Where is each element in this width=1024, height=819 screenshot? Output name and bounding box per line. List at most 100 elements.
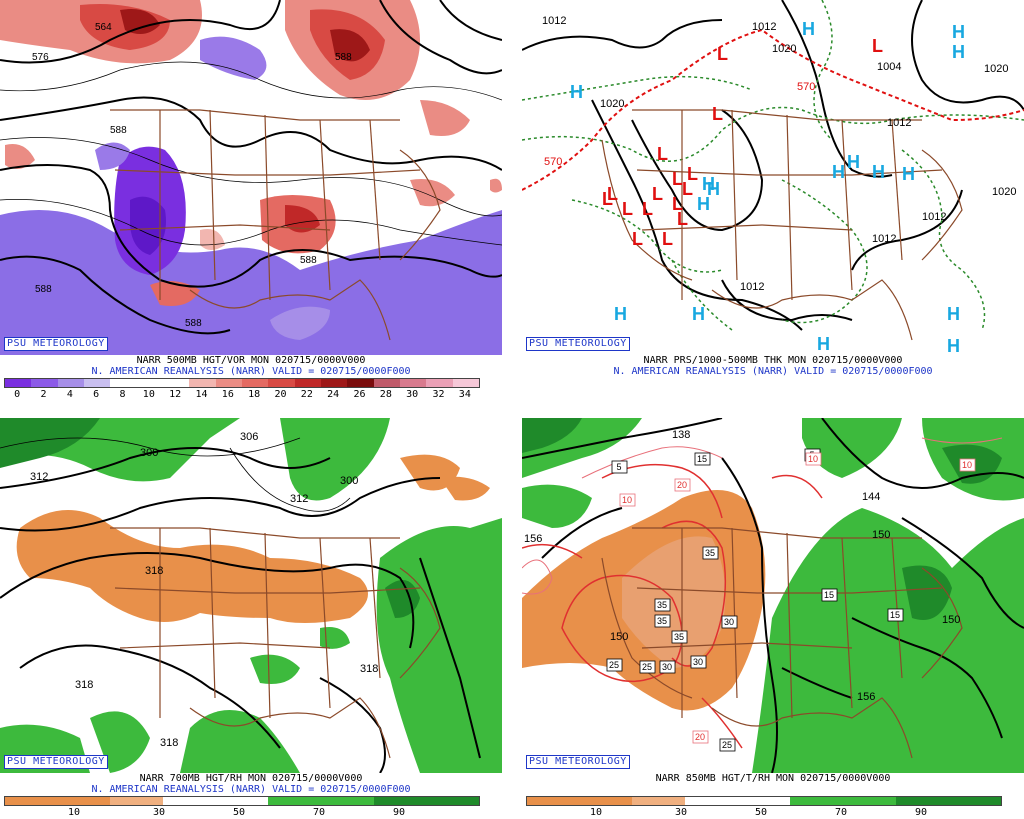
scale-label: 30 xyxy=(152,807,166,818)
contour-label: 312 xyxy=(30,471,48,483)
scale-label: 70 xyxy=(312,807,326,818)
temperature-label-box xyxy=(674,478,691,492)
temperature-label-box xyxy=(659,660,676,674)
rh-color-scale xyxy=(4,796,480,806)
scale-label: 14 xyxy=(195,389,208,400)
scale-swatch xyxy=(110,379,137,387)
scale-swatch xyxy=(162,379,190,387)
panel-500mb-vorticity: 576 564 588 588 588 588 588 PSU METEOROL… xyxy=(0,0,502,400)
temperature-label: 20 xyxy=(695,732,705,742)
state-boundaries xyxy=(110,109,441,341)
scale-label: 8 xyxy=(119,389,126,400)
temperature-label: 35 xyxy=(674,632,684,642)
low-pressure-marker: L xyxy=(652,184,663,204)
rh-color-scale xyxy=(526,796,1002,806)
panel-caption-valid: N. AMERICAN REANALYSIS (NARR) VALID = 02… xyxy=(91,366,411,377)
state-boundaries xyxy=(601,109,963,341)
scale-label: 10 xyxy=(67,807,81,818)
high-pressure-marker: H xyxy=(692,304,705,324)
scale-swatch xyxy=(83,379,111,387)
contour-label: 588 xyxy=(335,52,352,63)
scale-swatch xyxy=(294,379,321,387)
scale-swatch xyxy=(5,379,32,387)
scale-swatch xyxy=(215,379,242,387)
scale-label: 30 xyxy=(674,807,688,818)
temperature-label-box xyxy=(654,614,671,628)
isobar-label: 1012 xyxy=(752,21,776,33)
isobar-label: 1004 xyxy=(877,61,901,73)
temperature-label-box xyxy=(702,546,719,560)
panel-caption-title: NARR 700MB HGT/RH MON 020715/0000V000 xyxy=(139,773,363,784)
panel-caption-valid: N. AMERICAN REANALYSIS (NARR) VALID = 02… xyxy=(91,784,411,795)
scale-label: 10 xyxy=(142,389,155,400)
high-pressure-marker: H xyxy=(802,19,815,39)
temperature-label: 35 xyxy=(657,600,667,610)
scale-label: 6 xyxy=(93,389,100,400)
temperature-label: 25 xyxy=(609,660,619,670)
scale-label: 70 xyxy=(834,807,848,818)
contour-label: 300 xyxy=(140,447,158,459)
temperature-label: 25 xyxy=(722,740,732,750)
panel-caption-title: NARR PRS/1000-500MB THK MON 020715/0000V… xyxy=(643,355,903,366)
temperature-label: 35 xyxy=(657,616,667,626)
temperature-label-box xyxy=(671,630,688,644)
temperature-label: 5 xyxy=(616,462,621,472)
temperature-labels: 51520101053535353035303025251515202510 xyxy=(606,448,976,752)
scale-swatch xyxy=(426,379,453,387)
panel-700mb-rh: 306 300 312 312 300 318 318 318 318 PSU … xyxy=(0,418,502,818)
scale-label: 16 xyxy=(221,389,234,400)
low-pressure-marker: L xyxy=(712,104,723,124)
temperature-label-box xyxy=(694,452,711,466)
isobar-label: 1012 xyxy=(887,117,911,129)
thickness-label: 570 xyxy=(544,156,562,168)
rh-moist-east xyxy=(376,518,502,773)
high-pressure-marker: H xyxy=(847,152,860,172)
thickness-570-line xyxy=(522,28,1024,191)
map-pressure-svg: 1012 1012 1020 1004 1020 1020 1012 1012 … xyxy=(522,0,1024,355)
thickness-label: 570 xyxy=(797,81,815,93)
temperature-label: 10 xyxy=(808,454,818,464)
scale-label: 10 xyxy=(589,807,603,818)
low-pressure-marker: L xyxy=(662,229,673,249)
rh-moist-east xyxy=(752,508,1024,773)
scale-label: 50 xyxy=(232,807,246,818)
high-pressure-marker: H xyxy=(707,179,720,199)
isobar-label: 1012 xyxy=(740,281,764,293)
isobar-label: 1020 xyxy=(984,63,1008,75)
panel-caption-title: NARR 500MB HGT/VOR MON 020715/0000V000 xyxy=(136,355,366,366)
contour-label: 156 xyxy=(857,691,875,703)
low-pressure-marker: L xyxy=(672,194,683,214)
high-pressure-marker: H xyxy=(697,194,710,214)
scale-label: 26 xyxy=(353,389,366,400)
low-pressure-marker: L xyxy=(622,199,633,219)
isobar-label: 1020 xyxy=(992,186,1016,198)
isobar-label: 1012 xyxy=(542,15,566,27)
temperature-label-box xyxy=(690,655,707,669)
low-pressure-marker: L xyxy=(657,144,668,164)
scale-label: 18 xyxy=(248,389,261,400)
temperature-label-box xyxy=(959,458,976,472)
temperature-label-box xyxy=(692,730,709,744)
temperature-label: 15 xyxy=(890,610,900,620)
high-pressure-marker: H xyxy=(817,334,830,354)
state-boundaries xyxy=(601,527,963,759)
temperature-label-box xyxy=(719,738,736,752)
temperature-label-box xyxy=(611,460,628,474)
contour-label: 588 xyxy=(300,255,317,266)
contour-label: 150 xyxy=(942,614,960,626)
contour-label: 564 xyxy=(95,22,112,33)
high-pressure-marker: H xyxy=(947,304,960,324)
scale-label: 12 xyxy=(169,389,182,400)
low-pressure-marker: L xyxy=(642,199,653,219)
map-500mb-svg: 576 564 588 588 588 588 588 xyxy=(0,0,502,355)
scale-label: 22 xyxy=(300,389,313,400)
temperature-label-box xyxy=(887,608,904,622)
scale-label: 34 xyxy=(458,389,471,400)
temperature-label-box xyxy=(654,598,671,612)
rh-dry-central xyxy=(16,510,369,623)
vorticity-negative-area xyxy=(0,210,502,355)
scale-swatch xyxy=(31,379,58,387)
psu-meteorology-badge: PSU METEOROLOGY xyxy=(4,755,108,769)
contour-label: 318 xyxy=(360,663,378,675)
